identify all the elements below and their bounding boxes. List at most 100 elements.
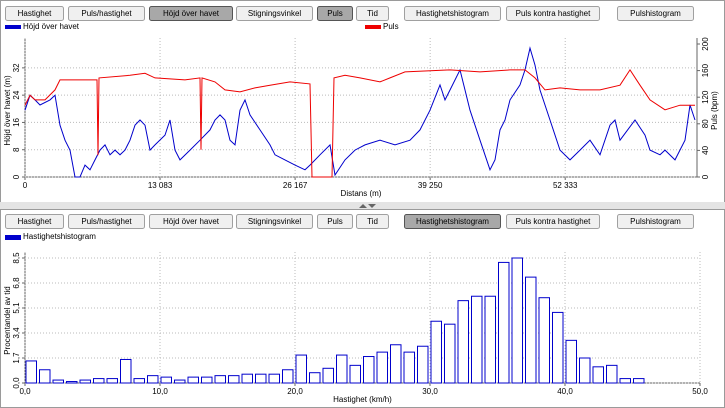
toolbar-button[interactable]: Pulshistogram	[617, 6, 694, 21]
button-face[interactable]	[356, 6, 389, 21]
histogram-bar	[403, 351, 415, 384]
y2-tick-label: 0	[701, 174, 710, 179]
toolbar-button[interactable]: Puls kontra hastighet	[506, 6, 600, 21]
toolbar-button[interactable]: Hastighet	[5, 214, 64, 229]
x-tick-label: 0	[23, 181, 28, 190]
histogram-bar	[525, 276, 537, 384]
button-face[interactable]	[506, 214, 600, 229]
y-tick-label: 8,5	[12, 252, 21, 264]
button-label[interactable]: Höjd över havet	[163, 9, 220, 18]
histogram-bar	[498, 261, 510, 384]
y2-tick-label: 40	[701, 145, 710, 154]
histogram-bar	[79, 379, 91, 384]
histogram-bar	[633, 378, 645, 384]
button-face[interactable]	[617, 214, 694, 229]
toolbar-button[interactable]: Puls	[317, 214, 353, 229]
histogram-bar	[201, 376, 213, 384]
button-label[interactable]: Pulshistogram	[630, 9, 681, 18]
x-tick-label: 52 333	[553, 181, 578, 190]
histogram-bar	[228, 375, 240, 384]
histogram-bar	[282, 369, 294, 384]
toolbar-button[interactable]: Hastighet	[5, 6, 64, 21]
button-label[interactable]: Puls kontra hastighet	[516, 9, 591, 18]
button-face[interactable]	[317, 6, 353, 21]
button-label[interactable]: Puls/hastighet	[81, 217, 132, 226]
y-tick-label: 24	[12, 90, 21, 99]
button-face[interactable]	[5, 6, 64, 21]
button-face[interactable]	[68, 214, 145, 229]
y2-axis-label: Puls (bpm)	[710, 91, 719, 130]
legend-label: Puls	[383, 22, 399, 31]
button-face[interactable]	[404, 214, 501, 229]
button-label[interactable]: Tid	[367, 9, 378, 18]
toolbar-button[interactable]: Pulshistogram	[617, 214, 694, 229]
toolbar-button[interactable]: Stigningsvinkel	[236, 214, 313, 229]
button-face[interactable]	[149, 6, 233, 21]
toolbar-button[interactable]: Hastighetshistogram	[404, 6, 501, 21]
histogram-bar	[255, 373, 267, 384]
histogram-bar	[538, 297, 550, 384]
histogram-bar	[66, 381, 78, 384]
button-label[interactable]: Puls	[327, 217, 343, 226]
button-face[interactable]	[356, 214, 389, 229]
toolbar-button[interactable]: Stigningsvinkel	[236, 6, 313, 21]
button-label[interactable]: Puls	[327, 9, 343, 18]
histogram-bar	[619, 378, 631, 384]
histogram-bar	[363, 356, 375, 384]
histogram-bar	[295, 354, 307, 384]
button-face[interactable]	[236, 214, 313, 229]
histogram-bar	[417, 345, 429, 384]
histogram-bar	[349, 364, 361, 384]
toolbar-button[interactable]: Puls	[317, 6, 353, 21]
toolbar-button[interactable]: Höjd över havet	[149, 214, 233, 229]
button-label[interactable]: Hastighetshistogram	[416, 217, 489, 226]
toolbar-button[interactable]: Tid	[356, 6, 389, 21]
histogram-bar	[457, 300, 469, 384]
x-tick-label: 40,0	[557, 387, 573, 396]
toolbar-button[interactable]: Puls kontra hastighet	[506, 214, 600, 229]
toolbar-button[interactable]: Puls/hastighet	[68, 214, 145, 229]
button-face[interactable]	[617, 6, 694, 21]
splitter-arrows	[359, 204, 376, 208]
histogram-bar	[120, 358, 132, 384]
button-face[interactable]	[317, 214, 353, 229]
y-tick-label: 16	[12, 117, 21, 126]
y-tick-label: 0	[12, 174, 21, 179]
button-face[interactable]	[68, 6, 145, 21]
y-tick-label: 5,1	[12, 302, 21, 314]
toolbar-button[interactable]: Hastighetshistogram	[404, 214, 501, 229]
legend-label: Höjd över havet	[23, 22, 80, 31]
y-axis-label: Procentandel av tid	[3, 286, 12, 355]
y-tick-label: 6,8	[12, 277, 21, 289]
button-face[interactable]	[404, 6, 501, 21]
histogram-bar	[376, 351, 388, 384]
histogram-bar	[25, 360, 37, 384]
y2-tick-label: 160	[701, 63, 710, 77]
toolbar-button[interactable]: Höjd över havet	[149, 6, 233, 21]
series-line	[24, 46, 696, 178]
button-label[interactable]: Hastighetshistogram	[416, 9, 489, 18]
histogram-bar	[160, 376, 172, 384]
histogram-bar	[309, 372, 321, 384]
button-face[interactable]	[236, 6, 313, 21]
button-label[interactable]: Hastighet	[18, 217, 53, 226]
toolbar-button[interactable]: Tid	[356, 214, 389, 229]
y-tick-label: 1,7	[12, 352, 21, 364]
button-label[interactable]: Hastighet	[18, 9, 53, 18]
button-label[interactable]: Pulshistogram	[630, 217, 681, 226]
button-label[interactable]: Höjd över havet	[163, 217, 220, 226]
histogram-bar	[336, 354, 348, 384]
button-label[interactable]: Puls kontra hastighet	[516, 217, 591, 226]
button-label[interactable]: Stigningsvinkel	[248, 9, 302, 18]
button-label[interactable]: Puls/hastighet	[81, 9, 132, 18]
button-label[interactable]: Stigningsvinkel	[248, 217, 302, 226]
histogram-bar	[322, 367, 334, 384]
toolbar-button[interactable]: Puls/hastighet	[68, 6, 145, 21]
button-face[interactable]	[506, 6, 600, 21]
button-face[interactable]	[149, 214, 233, 229]
button-label[interactable]: Tid	[367, 217, 378, 226]
histogram-bar	[241, 373, 253, 384]
histogram-bar	[133, 378, 145, 384]
button-face[interactable]	[5, 214, 64, 229]
histogram-bar	[174, 379, 186, 384]
